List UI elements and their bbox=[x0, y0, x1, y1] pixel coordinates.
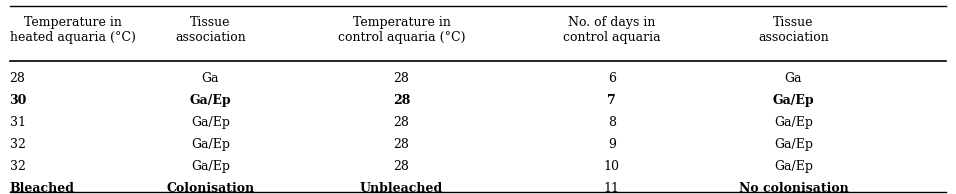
Text: Ga/Ep: Ga/Ep bbox=[774, 116, 813, 129]
Text: 10: 10 bbox=[604, 160, 619, 173]
Text: 28: 28 bbox=[394, 138, 409, 151]
Text: Ga/Ep: Ga/Ep bbox=[774, 138, 813, 151]
Text: Colonisation: Colonisation bbox=[166, 182, 254, 194]
Text: 8: 8 bbox=[608, 116, 616, 129]
Text: 31: 31 bbox=[10, 116, 26, 129]
Text: Tissue
association: Tissue association bbox=[758, 16, 829, 44]
Text: Temperature in
control aquaria (°C): Temperature in control aquaria (°C) bbox=[337, 16, 466, 44]
Text: Ga/Ep: Ga/Ep bbox=[191, 138, 229, 151]
Text: Temperature in
heated aquaria (°C): Temperature in heated aquaria (°C) bbox=[10, 16, 136, 44]
Text: 7: 7 bbox=[607, 94, 617, 107]
Text: 32: 32 bbox=[10, 138, 26, 151]
Text: 28: 28 bbox=[393, 94, 410, 107]
Text: No. of days in
control aquaria: No. of days in control aquaria bbox=[563, 16, 661, 44]
Text: Ga/Ep: Ga/Ep bbox=[772, 94, 815, 107]
Text: Ga: Ga bbox=[202, 72, 219, 85]
Text: Ga/Ep: Ga/Ep bbox=[774, 160, 813, 173]
Text: 28: 28 bbox=[394, 116, 409, 129]
Text: 28: 28 bbox=[394, 160, 409, 173]
Text: No colonisation: No colonisation bbox=[739, 182, 848, 194]
Text: Ga/Ep: Ga/Ep bbox=[191, 160, 229, 173]
Text: Ga: Ga bbox=[785, 72, 802, 85]
Text: Ga/Ep: Ga/Ep bbox=[189, 94, 231, 107]
Text: Bleached: Bleached bbox=[10, 182, 75, 194]
Text: 28: 28 bbox=[394, 72, 409, 85]
Text: 28: 28 bbox=[10, 72, 26, 85]
Text: 30: 30 bbox=[10, 94, 27, 107]
Text: 32: 32 bbox=[10, 160, 26, 173]
Text: 6: 6 bbox=[608, 72, 616, 85]
Text: Ga/Ep: Ga/Ep bbox=[191, 116, 229, 129]
Text: Tissue
association: Tissue association bbox=[175, 16, 246, 44]
Text: Unbleached: Unbleached bbox=[359, 182, 444, 194]
Text: 9: 9 bbox=[608, 138, 616, 151]
Text: 11: 11 bbox=[604, 182, 619, 194]
